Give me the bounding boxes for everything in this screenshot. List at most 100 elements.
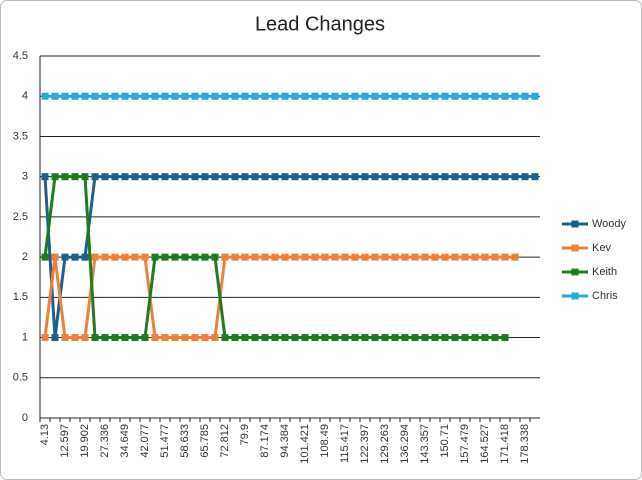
- point: [141, 173, 149, 181]
- point: [281, 253, 289, 261]
- y-tick-label: 1.5: [13, 291, 28, 303]
- point: [131, 253, 139, 261]
- legend-marker: [571, 220, 579, 228]
- point: [321, 92, 329, 100]
- point: [451, 173, 459, 181]
- point: [121, 173, 129, 181]
- y-tick-label: 1: [22, 331, 28, 343]
- point: [51, 92, 59, 100]
- point: [271, 334, 279, 342]
- point: [311, 334, 319, 342]
- point: [271, 173, 279, 181]
- point: [531, 173, 539, 181]
- point: [361, 334, 369, 342]
- point: [121, 92, 129, 100]
- point: [341, 92, 349, 100]
- point: [481, 92, 489, 100]
- point: [261, 173, 269, 181]
- point: [151, 334, 159, 342]
- point: [71, 92, 79, 100]
- point: [101, 92, 109, 100]
- point: [51, 253, 59, 261]
- point: [181, 92, 189, 100]
- point: [301, 334, 309, 342]
- point: [381, 334, 389, 342]
- point: [391, 253, 399, 261]
- point: [91, 173, 99, 181]
- point: [511, 253, 519, 261]
- y-tick-label: 3.5: [13, 130, 28, 142]
- x-tick-label: 94.384: [279, 424, 291, 458]
- point: [171, 253, 179, 261]
- x-tick-label: 19.902: [79, 424, 91, 458]
- point: [311, 92, 319, 100]
- point: [331, 253, 339, 261]
- point: [401, 253, 409, 261]
- point: [311, 253, 319, 261]
- point: [301, 173, 309, 181]
- x-tick-label: 79.9: [239, 424, 251, 445]
- point: [251, 334, 259, 342]
- point: [251, 92, 259, 100]
- point: [271, 92, 279, 100]
- point: [401, 92, 409, 100]
- point: [191, 253, 199, 261]
- point: [111, 92, 119, 100]
- point: [221, 173, 229, 181]
- point: [341, 173, 349, 181]
- point: [141, 334, 149, 342]
- point: [291, 253, 299, 261]
- point: [101, 253, 109, 261]
- point: [461, 253, 469, 261]
- point: [411, 253, 419, 261]
- point: [521, 173, 529, 181]
- point: [441, 334, 449, 342]
- point: [281, 334, 289, 342]
- point: [201, 173, 209, 181]
- point: [111, 173, 119, 181]
- point: [41, 92, 49, 100]
- point: [481, 173, 489, 181]
- point: [241, 253, 249, 261]
- point: [351, 253, 359, 261]
- x-tick-label: 108.49: [319, 424, 331, 458]
- point: [301, 253, 309, 261]
- x-tick-label: 87.174: [259, 424, 271, 458]
- y-tick-label: 0.5: [13, 372, 28, 384]
- point: [411, 334, 419, 342]
- point: [41, 253, 49, 261]
- y-tick-label: 4: [22, 90, 28, 102]
- x-tick-label: 129.263: [379, 424, 391, 464]
- point: [191, 173, 199, 181]
- point: [321, 173, 329, 181]
- x-tick-label: 150.71: [439, 424, 451, 458]
- point: [81, 173, 89, 181]
- point: [241, 92, 249, 100]
- x-tick-label: 72.812: [219, 424, 231, 458]
- point: [291, 334, 299, 342]
- point: [421, 253, 429, 261]
- point: [151, 173, 159, 181]
- point: [411, 92, 419, 100]
- point: [431, 92, 439, 100]
- legend-marker: [571, 268, 579, 276]
- x-tick-label: 42.077: [139, 424, 151, 458]
- point: [191, 334, 199, 342]
- point: [221, 334, 229, 342]
- point: [321, 253, 329, 261]
- point: [91, 334, 99, 342]
- point: [121, 334, 129, 342]
- chart-title: Lead Changes: [255, 13, 385, 35]
- point: [201, 92, 209, 100]
- point: [211, 253, 219, 261]
- legend-label: Chris: [592, 290, 618, 302]
- point: [281, 92, 289, 100]
- point: [501, 334, 509, 342]
- point: [221, 92, 229, 100]
- point: [241, 173, 249, 181]
- point: [521, 92, 529, 100]
- point: [441, 253, 449, 261]
- point: [251, 253, 259, 261]
- point: [111, 253, 119, 261]
